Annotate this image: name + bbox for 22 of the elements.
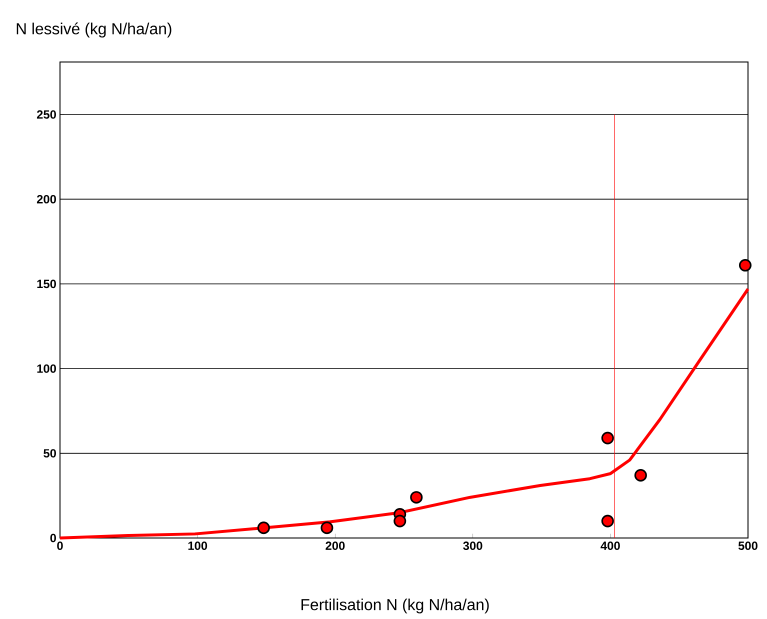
- y-axis-title: N lessivé (kg N/ha/an): [16, 22, 172, 38]
- x-tick-label: 0: [57, 542, 63, 550]
- x-tick-label: 100: [188, 542, 208, 550]
- y-tick-label: 0: [50, 534, 56, 542]
- x-axis-title: Fertilisation N (kg N/ha/an): [302, 598, 489, 614]
- point: [738, 258, 752, 272]
- point: [320, 522, 334, 534]
- point: [634, 469, 647, 482]
- x-tick-label: 400: [600, 542, 620, 550]
- point: [394, 514, 406, 528]
- y-tick-label: 50: [44, 449, 56, 458]
- x-tick-label: 300: [463, 542, 482, 550]
- y-tick-label: 100: [37, 364, 56, 373]
- x-tick-label: 500: [738, 542, 758, 550]
- point: [601, 514, 614, 528]
- point: [257, 522, 270, 534]
- y-tick-label: 150: [37, 280, 56, 288]
- point: [601, 432, 614, 444]
- x-tick-label: 200: [326, 542, 345, 550]
- point: [410, 491, 423, 504]
- y-tick-label: 200: [36, 194, 56, 204]
- y-tick-label: 250: [36, 110, 56, 119]
